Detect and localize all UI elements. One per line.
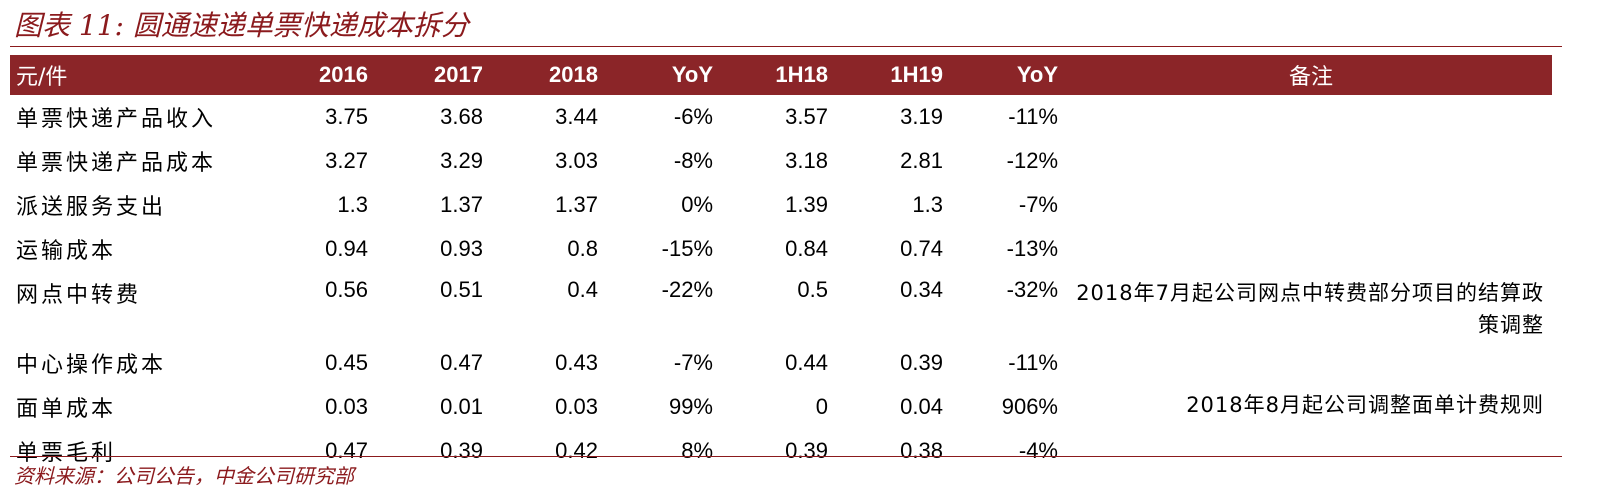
table-cell: 0.5 <box>797 277 828 302</box>
table-cell: 2.81 <box>900 148 943 173</box>
table-cell: 0% <box>681 192 713 217</box>
table-cell: 3.03 <box>555 148 598 173</box>
table-row: 派送服务支出 1.3 1.37 1.37 0% 1.39 1.3 -7% <box>10 183 1552 227</box>
table-cell: 0.47 <box>325 438 368 463</box>
table-cell: 99% <box>668 394 713 419</box>
table-cell: 0.44 <box>785 350 828 375</box>
table-cell: -8% <box>673 148 713 173</box>
table-cell: 3.19 <box>900 104 943 129</box>
table-row: 运输成本 0.94 0.93 0.8 -15% 0.84 0.74 -13% <box>10 227 1552 271</box>
table-cell: 3.75 <box>325 104 368 129</box>
table-cell: 0.43 <box>555 350 598 375</box>
table-cell: 0.38 <box>900 438 943 463</box>
table-row: 中心操作成本 0.45 0.47 0.43 -7% 0.44 0.39 -11% <box>10 341 1552 385</box>
table-cell: -11% <box>1008 350 1058 375</box>
table-cell: 0.03 <box>325 394 368 419</box>
row-label: 单票快递产品收入 <box>16 107 217 132</box>
table-cell: 3.27 <box>325 148 368 173</box>
table-cell: 0.03 <box>555 394 598 419</box>
table-cell: 0.34 <box>900 277 943 302</box>
table-cell: 0.51 <box>440 277 483 302</box>
header-notes: 备注 <box>1070 55 1552 95</box>
footer-divider <box>10 456 1562 457</box>
row-note <box>1070 341 1552 385</box>
table-cell: 1.37 <box>440 192 483 217</box>
table-cell: 3.29 <box>440 148 483 173</box>
row-label: 面单成本 <box>16 397 117 422</box>
header-2018: 2018 <box>495 55 610 95</box>
table-cell: 0.01 <box>440 394 483 419</box>
table-cell: 8% <box>681 438 713 463</box>
table-cell: 0.39 <box>900 350 943 375</box>
row-note <box>1070 429 1552 473</box>
table-row: 面单成本 0.03 0.01 0.03 99% 0 0.04 906% 2018年8月起公司调整… <box>10 385 1552 429</box>
table-row: 单票快递产品成本 3.27 3.29 3.03 -8% 3.18 2.81 -12% <box>10 139 1552 183</box>
table-cell: -6% <box>673 104 713 129</box>
row-label: 单票快递产品成本 <box>16 151 217 176</box>
table-cell: -7% <box>673 350 713 375</box>
table-cell: 0.39 <box>440 438 483 463</box>
table-cell: 0.42 <box>555 438 598 463</box>
table-cell: 3.18 <box>785 148 828 173</box>
figure-title: 图表 11: 圆通速递单票快递成本拆分 <box>14 9 469 42</box>
header-yoy-half: YoY <box>955 55 1070 95</box>
row-label: 网点中转费 <box>16 283 142 308</box>
table-cell: -11% <box>1008 104 1058 129</box>
table-cell: -7% <box>1018 192 1058 217</box>
table-cell: 0.45 <box>325 350 368 375</box>
header-1h19: 1H19 <box>840 55 955 95</box>
table-cell: 0.56 <box>325 277 368 302</box>
table-row: 单票快递产品收入 3.75 3.68 3.44 -6% 3.57 3.19 -11% <box>10 95 1552 139</box>
row-note <box>1070 95 1552 139</box>
table-cell: -22% <box>661 277 713 302</box>
table-cell: -13% <box>1006 236 1058 261</box>
table-cell: 1.3 <box>337 192 368 217</box>
row-note <box>1070 227 1552 271</box>
header-2017: 2017 <box>380 55 495 95</box>
table-header-row: 元/件 2016 2017 2018 YoY 1H18 1H19 YoY 备注 <box>10 55 1552 95</box>
table-cell: 0.74 <box>900 236 943 261</box>
table-row: 网点中转费 0.56 0.51 0.4 -22% 0.5 0.34 -32% 2018年7月起公… <box>10 271 1552 341</box>
header-1h18: 1H18 <box>725 55 840 95</box>
row-note: 2018年7月起公司网点中转费部分项目的结算政策调整 <box>1076 281 1544 337</box>
table-cell: 906% <box>1001 394 1058 419</box>
row-note <box>1070 139 1552 183</box>
row-note: 2018年8月起公司调整面单计费规则 <box>1186 393 1544 417</box>
table-cell: 0.4 <box>567 277 598 302</box>
table-cell: 0.84 <box>785 236 828 261</box>
table-cell: 3.68 <box>440 104 483 129</box>
source-note: 资料来源：公司公告，中金公司研究部 <box>14 464 354 488</box>
table-cell: 0.93 <box>440 236 483 261</box>
table-row: 单票毛利 0.47 0.39 0.42 8% 0.39 0.38 -4% <box>10 429 1552 473</box>
header-yoy-annual: YoY <box>610 55 725 95</box>
table-cell: 3.57 <box>785 104 828 129</box>
row-label: 运输成本 <box>16 239 117 264</box>
table-cell: -12% <box>1006 148 1058 173</box>
table-cell: 0 <box>815 394 828 419</box>
table-cell: -32% <box>1006 277 1058 302</box>
table-cell: 0.47 <box>440 350 483 375</box>
table-cell: -15% <box>661 236 713 261</box>
table-cell: 3.44 <box>555 104 598 129</box>
table-cell: 0.94 <box>325 236 368 261</box>
table-cell: 0.39 <box>785 438 828 463</box>
cost-breakdown-table: 元/件 2016 2017 2018 YoY 1H18 1H19 YoY 备注 … <box>10 55 1552 473</box>
title-divider <box>10 46 1562 47</box>
row-label: 派送服务支出 <box>16 195 167 220</box>
table-cell: 1.37 <box>555 192 598 217</box>
table-cell: 1.39 <box>785 192 828 217</box>
table-cell: 0.8 <box>567 236 598 261</box>
row-label: 中心操作成本 <box>16 353 167 378</box>
header-unit: 元/件 <box>10 55 275 95</box>
row-label: 单票毛利 <box>16 441 117 466</box>
table-cell: -4% <box>1018 438 1058 463</box>
table-cell: 1.3 <box>912 192 943 217</box>
header-2016: 2016 <box>275 55 380 95</box>
row-note <box>1070 183 1552 227</box>
table-cell: 0.04 <box>900 394 943 419</box>
